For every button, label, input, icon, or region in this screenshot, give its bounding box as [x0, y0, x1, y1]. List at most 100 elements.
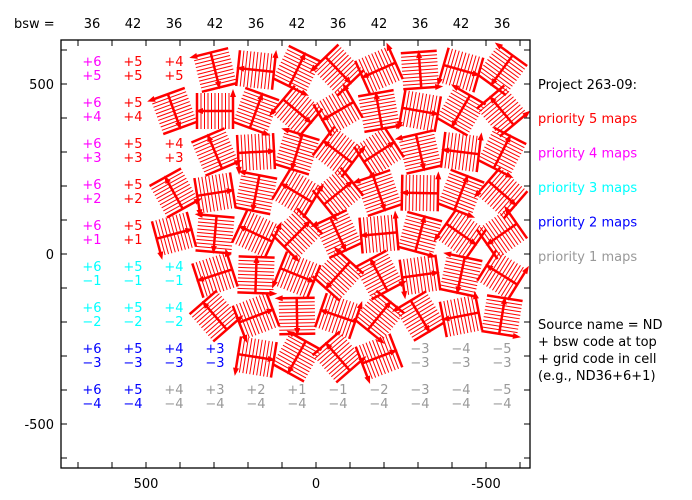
map-edge: [474, 296, 484, 331]
cell-col-code: +6: [82, 219, 101, 234]
map-edge: [315, 208, 348, 226]
cell-col-code: +4: [164, 137, 183, 152]
cell-col-code: +6: [82, 55, 101, 70]
map-glyph: [234, 169, 278, 216]
cell-col-code: −3: [410, 383, 429, 398]
map-crossbar: [402, 106, 435, 115]
arrow-head-icon: [344, 76, 352, 85]
map-edge: [232, 120, 266, 135]
map-glyph: [354, 333, 404, 384]
map-edge: [498, 45, 528, 68]
arrow-head-icon: [443, 251, 452, 258]
map-edge: [166, 199, 198, 219]
map-glyph: [476, 249, 529, 301]
map-crossbar: [492, 138, 510, 169]
arrow-head-icon: [512, 333, 521, 339]
legend-item-p5: priority 5 maps: [538, 112, 637, 127]
arrow-head-icon: [320, 114, 330, 121]
bsw-code: 42: [289, 17, 306, 32]
legend-note-line: + grid code in cell: [538, 352, 656, 367]
arrow-head-icon: [236, 65, 245, 72]
arrow-head-icon: [450, 84, 460, 92]
bsw-codes: 36 42 36 42 36 42 36 42 36 42 36: [84, 17, 511, 32]
arrow-head-icon: [286, 330, 295, 338]
map-glyph: [232, 86, 280, 136]
arrow-head-icon: [356, 301, 363, 310]
map-crossbar: [375, 96, 384, 129]
map-crossbar: [363, 143, 392, 163]
arrow-head-icon: [485, 264, 494, 272]
arrow-head-icon: [396, 121, 403, 130]
map-crossbar: [291, 134, 304, 166]
map-edge: [225, 253, 239, 287]
arrow-head-icon: [194, 211, 203, 218]
bsw-label: bsw =: [14, 17, 55, 32]
legend-note-line: Source name = ND: [538, 318, 663, 333]
map-crossbar: [238, 309, 270, 324]
cell-col-code: +6: [82, 96, 101, 111]
arrow-head-icon: [462, 174, 469, 183]
map-glyph: [191, 248, 239, 299]
arrow-head-icon: [420, 214, 427, 224]
map-glyph: [353, 126, 405, 181]
arrow-head-icon: [441, 147, 450, 154]
map-glyph: [234, 50, 279, 90]
map-crossbar: [414, 134, 425, 166]
map-glyph: [398, 254, 442, 300]
map-crossbar: [492, 54, 514, 83]
map-crossbar: [204, 304, 228, 331]
map-crossbar: [284, 184, 314, 204]
cell-col-code: +6: [82, 260, 101, 275]
legend-project: Project 263-09:: [538, 78, 637, 93]
arrow-head-icon: [333, 246, 342, 255]
axis-ticks: 500 0 -500 500 0 -500: [24, 40, 530, 492]
map-crossbar: [279, 267, 311, 282]
arrow-head-icon: [184, 227, 194, 234]
arrow-head-icon: [455, 286, 462, 295]
map-crossbar: [295, 297, 299, 331]
arrow-head-icon: [376, 336, 385, 344]
cell-col-code: +2: [246, 383, 265, 398]
cell-col-code: −2: [369, 383, 388, 398]
cell-col-code: +5: [123, 383, 142, 398]
cell-labels: +6+5+5+5+4+5+6+4+5+4+6+3+5+3+4+3+6+2+5+2…: [82, 55, 511, 412]
map-crossbar: [166, 180, 184, 210]
cell-row-code: −4: [82, 397, 101, 412]
cell-row-code: −4: [451, 397, 470, 412]
cell-row-code: −4: [287, 397, 306, 412]
map-edge: [353, 146, 374, 176]
bsw-code: 42: [453, 17, 470, 32]
map-edge: [204, 161, 238, 177]
map-crossbar: [365, 61, 396, 77]
arrow-head-icon: [307, 276, 316, 283]
arrow-head-icon: [394, 134, 403, 141]
arrow-head-icon: [279, 182, 289, 190]
map-glyph: [231, 292, 281, 343]
arrow-head-icon: [441, 315, 450, 322]
map-glyph: [271, 330, 323, 383]
map-edge: [477, 158, 509, 177]
map-crossbar: [287, 56, 305, 87]
map-crossbar: [329, 217, 346, 248]
bsw-code: 36: [412, 17, 429, 32]
map-glyph: [270, 207, 324, 263]
map-crossbar: [252, 175, 261, 207]
maps-layer: [147, 42, 531, 384]
arrow-head-icon: [466, 212, 476, 218]
arrow-head-icon: [364, 375, 371, 384]
map-crossbar: [497, 301, 506, 334]
cell-col-code: +6: [82, 342, 101, 357]
map-glyph: [193, 172, 237, 218]
cell-col-code: +5: [123, 137, 142, 152]
arrow-head-icon: [207, 133, 214, 143]
arrow-head-icon: [253, 255, 260, 264]
y-tick-label: 500: [29, 78, 54, 93]
cell-col-code: +1: [287, 383, 306, 398]
map-edge: [335, 359, 363, 384]
map-glyph: [313, 292, 363, 340]
map-crossbar: [209, 52, 220, 84]
cell-col-code: +5: [123, 96, 142, 111]
map-crossbar: [156, 229, 188, 240]
map-edge: [364, 124, 399, 134]
map-crossbar: [402, 271, 435, 279]
